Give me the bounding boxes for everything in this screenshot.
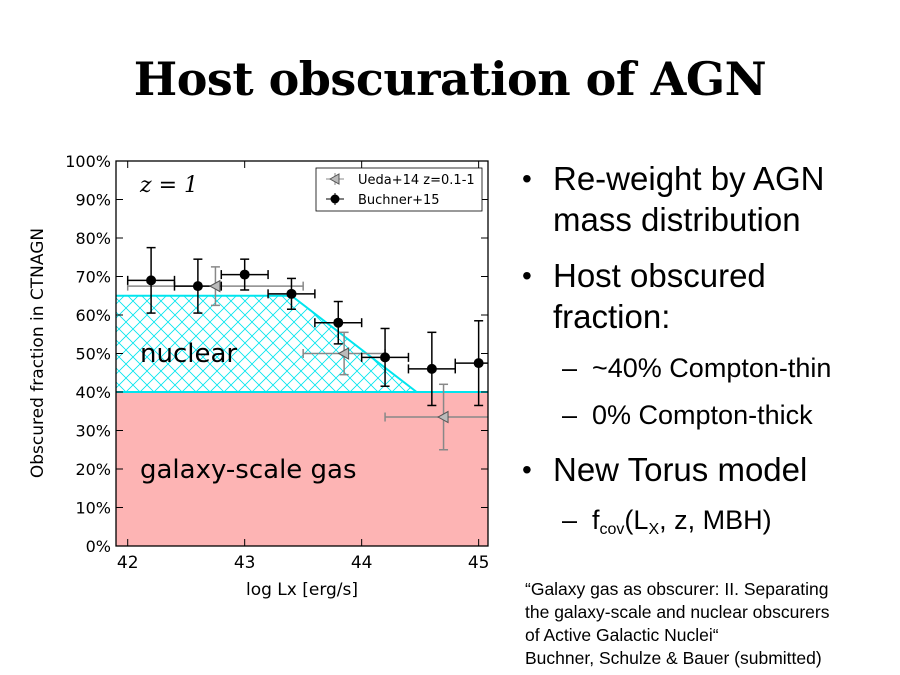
- nuclear-region: [116, 295, 417, 392]
- y-tick-label: 0%: [86, 537, 111, 556]
- formula-x: X: [648, 521, 660, 538]
- data-point-buchner: [473, 358, 484, 369]
- x-tick-label: 43: [234, 553, 256, 573]
- formula: fcov(LX, z, MBH): [592, 504, 772, 546]
- bullet-text: New Torus model: [553, 451, 808, 488]
- legend-box: [315, 167, 483, 212]
- formula-open: (L: [624, 505, 649, 535]
- citation-line: Buchner, Schulze & Bauer (submitted): [525, 648, 822, 668]
- data-point-ueda: [208, 279, 221, 293]
- sub-bullet-text: ~40% Compton-thin: [592, 353, 832, 383]
- bullet-dot: •: [522, 260, 532, 291]
- legend-label-buchner: Buchner+15: [358, 193, 440, 208]
- bullet-text: Host obscured fraction:: [553, 257, 766, 335]
- bullet-text: Re-weight by AGN mass distribution: [553, 160, 825, 238]
- sub-bullet-text: 0% Compton-thick: [592, 400, 813, 430]
- formula-f: f: [592, 505, 600, 535]
- sub-bullet-dash: –: [562, 400, 578, 430]
- data-point-buchner: [333, 317, 344, 328]
- y-tick-label: 60%: [75, 306, 111, 325]
- x-tick-label: 45: [468, 553, 490, 573]
- y-tick-label: 90%: [75, 191, 111, 210]
- y-tick-label: 10%: [75, 499, 111, 518]
- y-tick-label: 50%: [75, 345, 111, 364]
- obscured-fraction-chart: 42 43 44 45 0% 10% 20% 30% 40% 50% 60% 70% 80% 90% 100…: [28, 152, 490, 600]
- y-tick-label: 100%: [65, 152, 111, 171]
- region-label-nuclear: nuclear: [140, 339, 237, 369]
- citation-line: “Galaxy gas as obscurer: II. Separating: [525, 579, 829, 599]
- y-tick-label: 40%: [75, 383, 111, 402]
- data-point-buchner: [426, 363, 437, 374]
- legend-marker-ueda: [328, 173, 340, 185]
- data-point-buchner: [192, 281, 203, 292]
- legend-label-ueda: Ueda+14 z=0.1-1: [358, 173, 475, 188]
- x-tick-label: 42: [117, 553, 139, 573]
- legend-marker-buchner: [330, 194, 340, 204]
- sub-bullet-dash: –: [562, 353, 578, 383]
- bullet-dot: •: [522, 454, 532, 485]
- data-point-buchner: [380, 352, 391, 363]
- data-point-ueda: [337, 347, 350, 360]
- citation-line: the galaxy-scale and nuclear obscurers: [525, 602, 830, 622]
- data-point-buchner: [239, 269, 250, 280]
- region-label-galaxy: galaxy-scale gas: [140, 455, 357, 485]
- citation-line: of Active Galactic Nuclei“: [525, 625, 719, 645]
- redshift-annotation: z = 1: [139, 173, 198, 198]
- sub-bullet-dash: –: [562, 505, 578, 535]
- data-point-ueda: [437, 410, 449, 424]
- citation: “Galaxy gas as obscurer: II. Separating …: [525, 578, 895, 670]
- legend: Ueda+14 z=0.1-1 Buchner+15: [315, 167, 483, 212]
- data-point-buchner: [146, 275, 157, 286]
- data-point-buchner: [286, 288, 297, 299]
- y-tick-label: 30%: [75, 422, 111, 441]
- y-tick-label: 20%: [75, 460, 111, 479]
- formula-cov: cov: [599, 521, 625, 538]
- y-tick-label: 80%: [75, 229, 111, 248]
- x-axis-label: log Lx [erg/s]: [246, 580, 358, 600]
- bullet-dot: •: [522, 163, 532, 194]
- x-tick-label: 44: [351, 553, 373, 573]
- y-tick-label: 70%: [75, 268, 111, 287]
- slide-title: Host obscuration of AGN: [133, 52, 767, 106]
- formula-rest: , z, MBH): [659, 505, 772, 535]
- y-axis-label: Obscured fraction in CTNAGN: [28, 228, 48, 478]
